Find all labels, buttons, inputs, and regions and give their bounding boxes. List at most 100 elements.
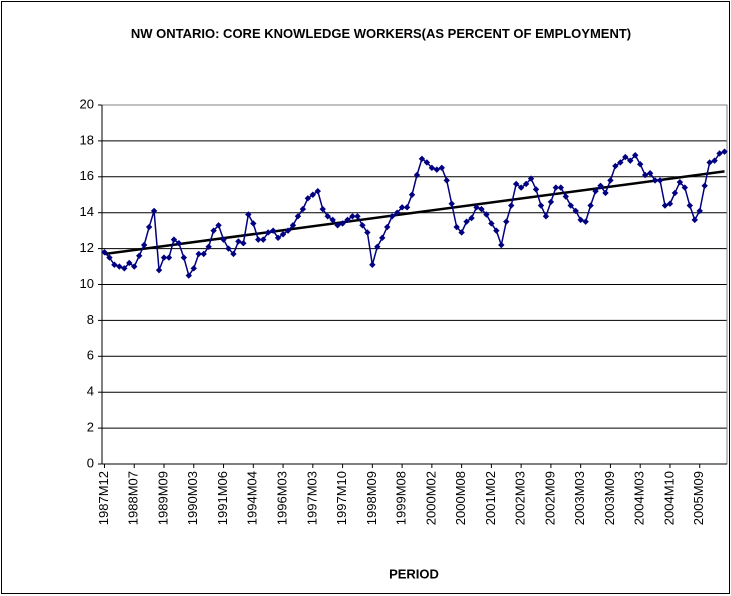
x-tick-label: 1994M04 — [245, 471, 260, 525]
x-tick-label: 1997M10 — [334, 471, 349, 525]
data-point — [562, 193, 569, 200]
data-point — [131, 263, 138, 270]
data-point — [592, 187, 599, 195]
data-point — [240, 240, 247, 247]
data-point — [597, 182, 604, 189]
data-point — [111, 261, 118, 268]
data-point — [413, 171, 421, 179]
x-tick-label: 1997M03 — [304, 471, 319, 525]
data-point — [369, 261, 376, 268]
data-point — [349, 213, 356, 220]
data-point — [418, 155, 426, 163]
data-point — [384, 223, 391, 231]
data-point — [448, 200, 455, 207]
data-point — [557, 184, 565, 191]
data-point — [498, 241, 505, 249]
data-point — [607, 177, 614, 184]
data-point — [145, 223, 153, 231]
data-point — [433, 166, 441, 173]
data-point — [116, 263, 123, 270]
data-point — [423, 159, 431, 166]
y-tick-label: 16 — [80, 168, 94, 183]
data-point — [260, 236, 267, 243]
data-point — [691, 216, 698, 224]
x-tick-label: 1991M06 — [215, 471, 230, 525]
x-tick-label: 1989M09 — [155, 471, 170, 525]
x-tick-label: 2002M09 — [542, 471, 557, 525]
data-point — [622, 153, 629, 161]
data-point — [681, 184, 689, 191]
data-point — [388, 213, 396, 220]
data-point — [165, 254, 173, 261]
data-point — [299, 205, 307, 213]
x-tick-label: 2004M03 — [632, 471, 647, 525]
data-point — [309, 191, 317, 198]
data-point — [264, 229, 272, 236]
y-tick-label: 2 — [87, 420, 94, 435]
data-point — [438, 164, 445, 172]
data-point — [106, 254, 113, 261]
data-point — [582, 218, 589, 225]
data-point — [170, 236, 178, 243]
data-point — [632, 152, 639, 159]
data-point — [636, 161, 644, 168]
x-tick-label: 2003M09 — [602, 471, 617, 525]
data-point — [537, 202, 545, 209]
data-point — [398, 204, 406, 211]
data-point — [656, 177, 664, 184]
data-point — [522, 180, 530, 188]
data-point — [329, 216, 336, 224]
data-point — [721, 148, 728, 155]
y-tick-label: 4 — [87, 384, 94, 399]
data-point — [354, 213, 361, 220]
data-point — [200, 250, 207, 258]
data-point — [334, 222, 341, 229]
data-point — [393, 209, 401, 216]
y-tick-label: 14 — [80, 204, 94, 219]
data-point — [155, 266, 163, 274]
trendline — [104, 170, 725, 256]
data-point — [641, 171, 649, 179]
data-point — [225, 245, 232, 252]
y-tick-label: 0 — [87, 455, 94, 470]
data-point — [294, 213, 302, 220]
x-tick-label: 1999M08 — [394, 471, 409, 525]
data-point — [517, 184, 525, 191]
data-point — [463, 218, 470, 225]
data-point — [180, 254, 188, 261]
data-point — [711, 157, 718, 164]
data-point — [701, 182, 708, 189]
data-point — [508, 202, 515, 209]
data-point — [527, 175, 535, 182]
data-point — [676, 178, 684, 186]
data-point — [587, 202, 594, 209]
data-point — [279, 231, 287, 238]
data-point — [190, 265, 197, 272]
data-point — [696, 207, 703, 215]
data-point — [503, 218, 510, 225]
data-point — [314, 187, 321, 195]
x-axis-label: PERIOD — [389, 566, 439, 581]
data-point — [478, 205, 485, 213]
data-point — [140, 241, 148, 249]
data-point — [577, 216, 584, 224]
x-tick-label: 2000M08 — [453, 471, 468, 525]
x-tick-label: 1988M07 — [126, 471, 141, 525]
data-point — [374, 243, 381, 251]
data-point — [160, 254, 168, 261]
data-point — [250, 220, 257, 227]
data-point — [627, 157, 634, 164]
data-point — [324, 213, 331, 220]
data-point — [289, 222, 297, 229]
data-point — [245, 211, 252, 218]
x-tick-label: 2000M02 — [423, 471, 438, 525]
data-point — [408, 191, 416, 198]
y-tick-label: 12 — [80, 240, 94, 255]
data-point — [493, 227, 500, 234]
data-point — [547, 198, 555, 206]
data-point — [230, 250, 237, 258]
data-point — [646, 170, 654, 177]
data-point — [304, 195, 312, 202]
data-point — [458, 229, 465, 236]
data-point — [215, 222, 222, 229]
